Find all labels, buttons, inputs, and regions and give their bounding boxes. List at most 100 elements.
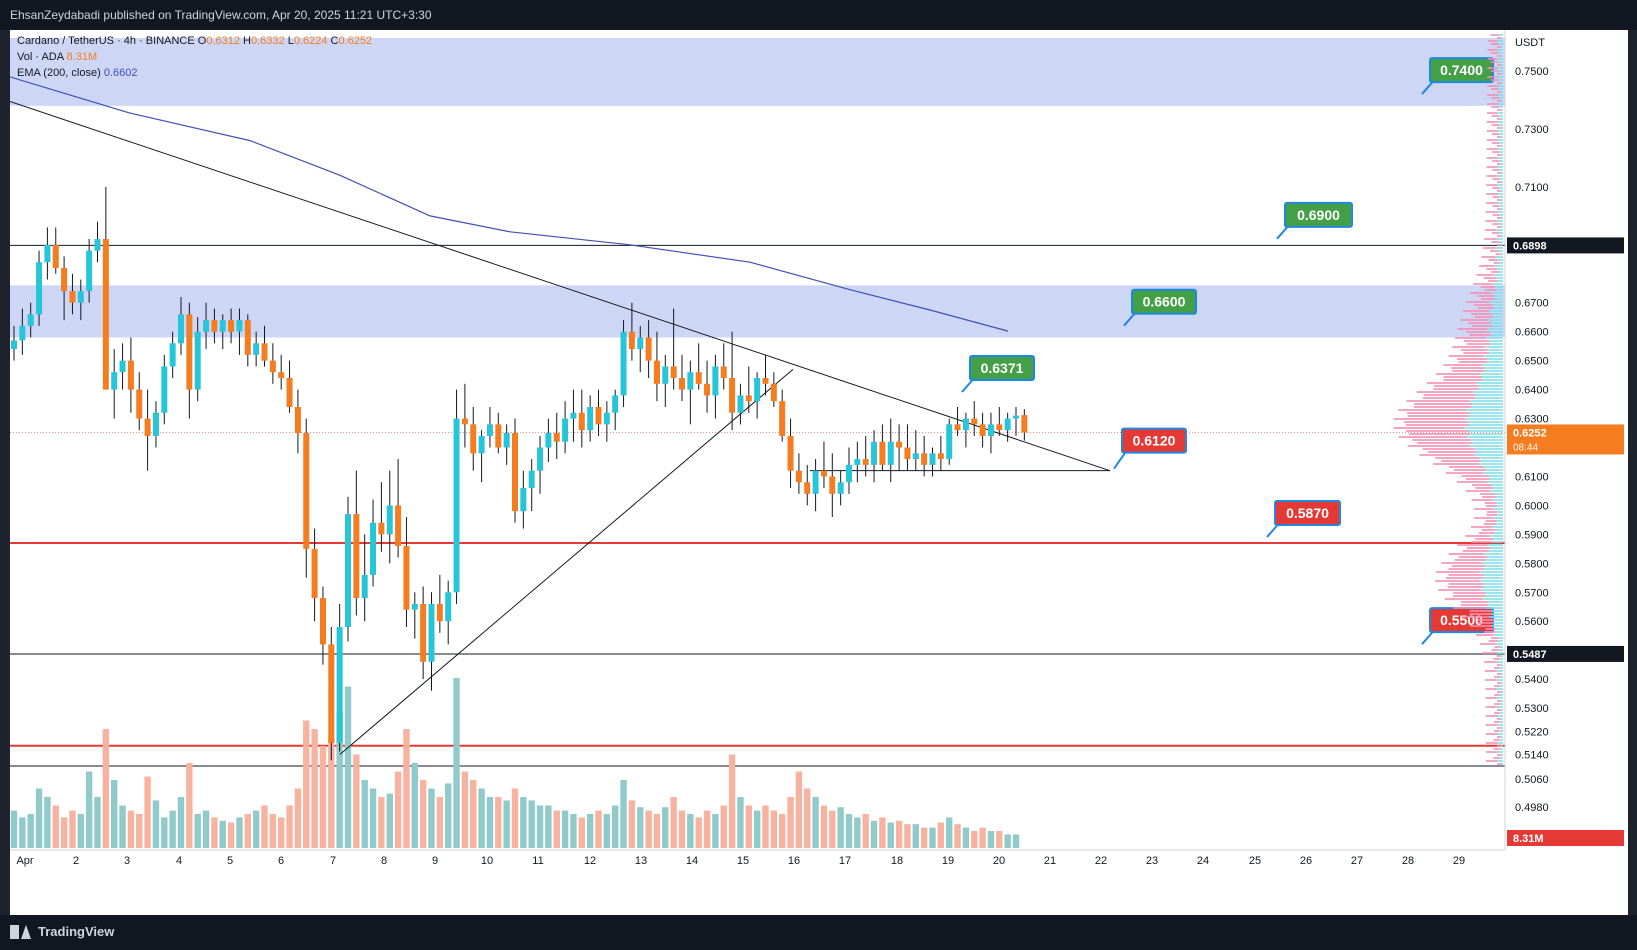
price-tick-label: 0.5140	[1515, 749, 1549, 761]
candle-body	[754, 378, 761, 402]
profile-bar-sell	[1487, 76, 1498, 78]
profile-bar-buy	[1499, 151, 1503, 153]
profile-bar-buy	[1480, 589, 1503, 591]
profile-bar-sell	[1467, 547, 1491, 549]
time-tick-label: 15	[737, 855, 749, 867]
resistance-price-label[interactable]: 0.7400	[1421, 57, 1494, 95]
candle-body	[486, 424, 493, 436]
profile-bar-buy	[1498, 70, 1503, 72]
profile-bar-buy	[1491, 541, 1503, 543]
profile-bar-sell	[1497, 208, 1501, 210]
price-tick-label: 0.5600	[1515, 616, 1549, 628]
candle-body	[453, 418, 460, 593]
volume-bar	[294, 788, 302, 848]
profile-bar-sell	[1469, 334, 1492, 336]
profile-bar-buy	[1497, 166, 1503, 168]
profile-bar-buy	[1499, 757, 1503, 759]
bullish-candle	[236, 308, 243, 355]
profile-bar-sell	[1493, 667, 1500, 669]
publisher-bar: EhsanZeydabadi published on TradingView.…	[0, 0, 1637, 30]
volume-bar	[703, 810, 711, 848]
profile-bar-buy	[1500, 82, 1503, 84]
profile-bar-buy	[1499, 169, 1503, 171]
profile-bar-buy	[1496, 238, 1503, 240]
volume-bar	[161, 817, 168, 848]
profile-bar-sell	[1433, 388, 1479, 390]
profile-bar-buy	[1500, 46, 1503, 48]
chart-panel[interactable]: 0.7400 0.6900 0.6600 0.6371 0.6120 0.5870 0.55…	[9, 30, 1628, 915]
volume-bar	[687, 814, 694, 848]
profile-bar-buy	[1497, 184, 1503, 186]
resistance-price-label[interactable]: 0.6900	[1276, 201, 1353, 240]
time-tick-label: 23	[1146, 855, 1158, 867]
profile-bar-sell	[1460, 319, 1488, 321]
candle-body	[962, 418, 969, 431]
profile-bar-sell	[1485, 706, 1497, 708]
profile-bar-sell	[1486, 193, 1498, 195]
profile-bar-sell	[1462, 616, 1489, 618]
profile-bar-sell	[1481, 529, 1496, 531]
profile-bar-buy	[1500, 736, 1503, 738]
bearish-candle	[186, 302, 193, 419]
resistance-price-label[interactable]: 0.6600	[1123, 288, 1197, 327]
volume-value-text: 8.31M	[1513, 833, 1544, 845]
profile-bar-sell	[1497, 763, 1501, 765]
bearish-candle	[1021, 409, 1028, 441]
profile-bar-buy	[1489, 478, 1503, 480]
bullish-candle	[562, 401, 569, 454]
profile-bar-sell	[1461, 475, 1489, 477]
volume-bar	[378, 797, 385, 848]
legend-volume-line: Vol · ADA 8.31M	[17, 51, 97, 63]
profile-bar-buy	[1499, 124, 1503, 126]
profile-bar-buy	[1499, 667, 1503, 669]
profile-bar-buy	[1496, 520, 1503, 522]
time-axis[interactable]	[10, 850, 1628, 915]
candle-body	[954, 424, 961, 431]
profile-bar-buy	[1468, 421, 1503, 423]
profile-bar-sell	[1485, 220, 1497, 222]
profile-bar-buy	[1500, 655, 1503, 657]
price-scale-panel[interactable]	[1505, 30, 1628, 915]
support-price-label[interactable]: 0.5870	[1266, 500, 1341, 538]
profile-bar-sell	[1497, 199, 1501, 201]
profile-bar-sell	[1482, 652, 1496, 654]
profile-bar-buy	[1472, 442, 1503, 444]
profile-bar-buy	[1493, 538, 1503, 540]
profile-bar-sell	[1407, 445, 1470, 447]
profile-bar-sell	[1493, 712, 1500, 714]
tradingview-logo[interactable]: TradingView	[10, 924, 114, 939]
volume-bar	[895, 820, 903, 848]
profile-bar-buy	[1500, 664, 1503, 666]
volume-bar	[85, 771, 93, 848]
profile-bar-buy	[1487, 319, 1503, 321]
profile-bar-sell	[1497, 55, 1501, 57]
bullish-candle	[1013, 406, 1019, 436]
chart-legend[interactable]: Cardano / TetherUS · 4h · BINANCE O0.631…	[17, 35, 372, 79]
profile-bar-buy	[1498, 271, 1503, 273]
profile-bar-sell	[1481, 298, 1496, 300]
profile-bar-sell	[1485, 505, 1497, 507]
profile-bar-buy	[1491, 625, 1503, 627]
profile-bar-sell	[1484, 502, 1497, 504]
profile-bar-buy	[1476, 382, 1503, 384]
profile-bar-buy	[1500, 646, 1503, 648]
profile-bar-buy	[1496, 502, 1503, 504]
candle-body	[244, 320, 251, 355]
profile-bar-sell	[1423, 394, 1476, 396]
volume-bar	[962, 827, 970, 848]
volume-bar	[303, 720, 310, 848]
last-price-box	[1507, 424, 1624, 455]
volume-bar	[612, 805, 619, 848]
profile-bar-buy	[1466, 436, 1503, 438]
profile-bar-sell	[1475, 634, 1494, 636]
volume-bar	[670, 797, 677, 848]
resistance-price-label[interactable]: 0.6371	[961, 355, 1035, 393]
support-price-label[interactable]: 0.6120	[1113, 427, 1187, 470]
bullish-candle	[987, 412, 994, 454]
volume-bar	[870, 820, 878, 848]
profile-bar-buy	[1469, 424, 1503, 426]
profile-bar-sell	[1487, 67, 1498, 69]
candlestick-chart[interactable]: 0.74000.69000.66000.63710.61200.58700.55…	[9, 30, 1628, 915]
candle-body	[512, 433, 518, 512]
volume-bar	[595, 810, 602, 848]
